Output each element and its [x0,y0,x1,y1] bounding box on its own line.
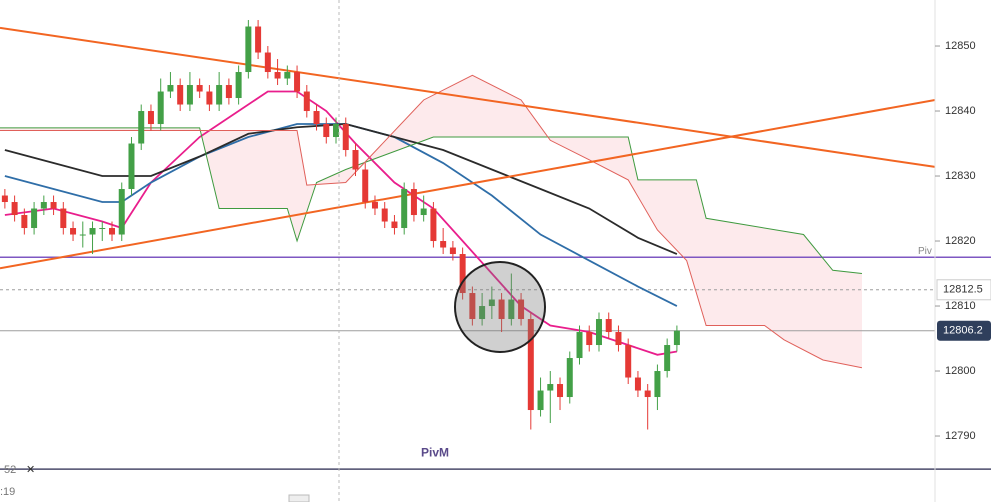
candle-body [381,208,388,222]
y-tick-label: 12850 [945,40,976,52]
candle-body [342,124,349,151]
candle-body [469,293,476,320]
indicator-line [0,98,936,270]
candle-body [420,208,427,216]
candle-body [586,332,593,346]
candle-body [303,91,310,112]
candle-body [206,91,213,105]
price-badge-label: 12806.2 [943,325,983,337]
candle-body [459,254,466,294]
candle-body [21,215,28,229]
candle-body [50,202,57,209]
candle-body [527,319,534,411]
candle-body [605,319,612,333]
candle-body [654,371,661,398]
candle-body [518,299,525,320]
candle-body [449,247,456,255]
candle-body [177,85,184,105]
candle-body [537,390,544,411]
candle-body [264,52,271,73]
candle-body [664,345,671,372]
candle-body [99,228,106,230]
candle-body [138,111,145,144]
candle-body [313,111,320,125]
candle-body [566,358,573,398]
candle-body [498,299,505,320]
candle-body [391,221,398,229]
candle-body [89,228,96,235]
candle-body [225,85,232,99]
candle-body [235,72,242,99]
plot-layer [0,20,991,470]
candle-body [284,72,291,79]
candle-body [333,124,340,138]
candle-body [576,332,583,359]
candle-body [479,306,486,320]
highlight-circle [454,261,546,353]
candle-body [216,85,223,105]
candle-body [371,202,378,209]
candle-body [255,26,262,53]
candle-body [245,26,252,73]
candle-body [196,85,203,92]
price-box-label: 12812.5 [943,284,983,296]
candle-body [40,202,47,209]
indicator-line [0,127,863,275]
candle-body [557,384,564,398]
legend-fragment: 52 [4,464,16,476]
candle-body [440,241,447,248]
y-tick-label: 12790 [945,430,976,442]
indicator-line [0,26,936,168]
y-tick-label: 12800 [945,365,976,377]
candle-body [615,332,622,346]
candle-body [547,384,554,391]
y-tick-label: 12810 [945,300,976,312]
candle-body [673,330,680,346]
candle-body [11,202,18,216]
candle-body [186,85,193,105]
y-tick-label: 12830 [945,170,976,182]
candle-body [488,299,495,307]
level-label: PivM [421,445,449,459]
candle-body [430,208,437,242]
candle-body [323,124,330,138]
candle-body [294,72,301,92]
legend-fragment: :19 [0,486,15,498]
y-tick-label: 12820 [945,235,976,247]
candle-body [352,150,359,170]
candle-body [128,143,135,190]
candle-body [634,377,641,391]
candle-body [147,111,154,125]
candle-body [625,345,632,378]
indicator-line [0,74,863,369]
indicator-line [4,123,678,307]
candle-body [508,299,515,320]
candle-body [70,228,77,235]
candle-body [79,234,86,236]
candle-body [595,319,602,346]
scroll-handle[interactable] [288,494,310,502]
candle-body [401,189,408,229]
candle-body [31,208,38,229]
candle-body [167,85,174,92]
candle-body [109,228,116,235]
candle-body [644,390,651,398]
candle-body [157,91,164,125]
y-tick-label: 12840 [945,105,976,117]
close-icon[interactable]: ✕ [26,464,35,476]
candle-body [362,169,369,203]
candle-body [60,208,67,229]
price-box [936,279,991,301]
indicator-line [4,90,678,356]
candle-body [274,72,281,79]
level-label: Piv [918,246,932,257]
price-badge [937,320,991,341]
candle-body [118,189,125,235]
candle-body [410,189,417,216]
candle-body [1,195,8,203]
